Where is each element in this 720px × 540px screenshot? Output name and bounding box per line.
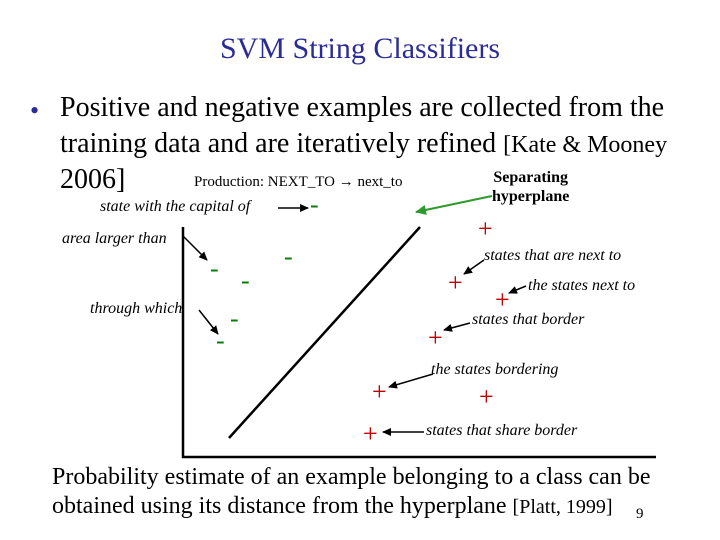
example-states-share-border: states that share border (426, 422, 578, 439)
example-states-bordering: the states bordering (431, 361, 559, 378)
negative-mark: - (216, 326, 225, 355)
bullet-line-1: Positive and negative examples are colle… (60, 92, 665, 123)
arrow-through-which (198, 309, 219, 335)
separating-label-line-1: Separating (493, 169, 568, 186)
positive-mark: + (495, 285, 510, 314)
separating-label-line-2: hyperplane (492, 188, 570, 205)
footer-citation: [Platt, 1999] (512, 496, 613, 518)
slide-title: SVM String Classifiers (219, 32, 501, 65)
positive-mark: + (478, 214, 493, 243)
production-prefix: Production: NEXT_TO (194, 174, 335, 190)
negative-mark: - (241, 266, 250, 295)
example-through-which: through which (90, 300, 183, 317)
positive-mark: + (448, 268, 463, 297)
positive-mark: + (363, 419, 378, 448)
hyperplane-line (228, 226, 421, 439)
bullet-citation: [Kate & Mooney (503, 132, 668, 158)
negative-mark: - (230, 304, 239, 333)
positive-mark: + (428, 323, 443, 352)
bullet-line-2-text: training data and are iteratively refine… (60, 128, 504, 159)
production-label: Production: NEXT_TO → next_to (194, 174, 402, 191)
bullet-icon: • (30, 96, 40, 125)
page-number: 9 (636, 506, 644, 522)
negative-mark: - (310, 190, 319, 219)
production-suffix: next_to (357, 174, 403, 190)
positive-mark: + (479, 382, 494, 411)
bullet-line-2: training data and are iteratively refine… (60, 128, 667, 160)
example-states-next-to: states that are next to (484, 247, 622, 264)
footer-line-1: Probability estimate of an example belon… (52, 464, 651, 490)
arrow-states-bordering (388, 373, 434, 389)
arrow-states-that-border (443, 322, 471, 332)
footer-line-2-text: obtained using its distance from the hyp… (52, 493, 513, 519)
negative-mark: - (284, 242, 293, 271)
example-area-larger-than: area larger than (62, 230, 167, 247)
example-states-that-border: states that border (472, 311, 585, 328)
example-state-with-capital: state with the capital of (100, 198, 251, 215)
arrow-the-states-next-to (508, 285, 527, 294)
separating-arrow (415, 195, 493, 215)
footer-line-2: obtained using its distance from the hyp… (52, 493, 613, 520)
arrow-right-icon: → (338, 174, 354, 190)
example-the-states-next-to: the states next to (528, 277, 636, 294)
separating-hyperplane-label: Separating hyperplane (492, 168, 569, 206)
positive-mark: + (372, 377, 387, 406)
arrow-area-larger-than (182, 235, 208, 261)
negative-mark: - (210, 254, 219, 283)
bullet-line-3: 2006] (60, 164, 126, 195)
arrow-states-next-to (463, 259, 485, 275)
